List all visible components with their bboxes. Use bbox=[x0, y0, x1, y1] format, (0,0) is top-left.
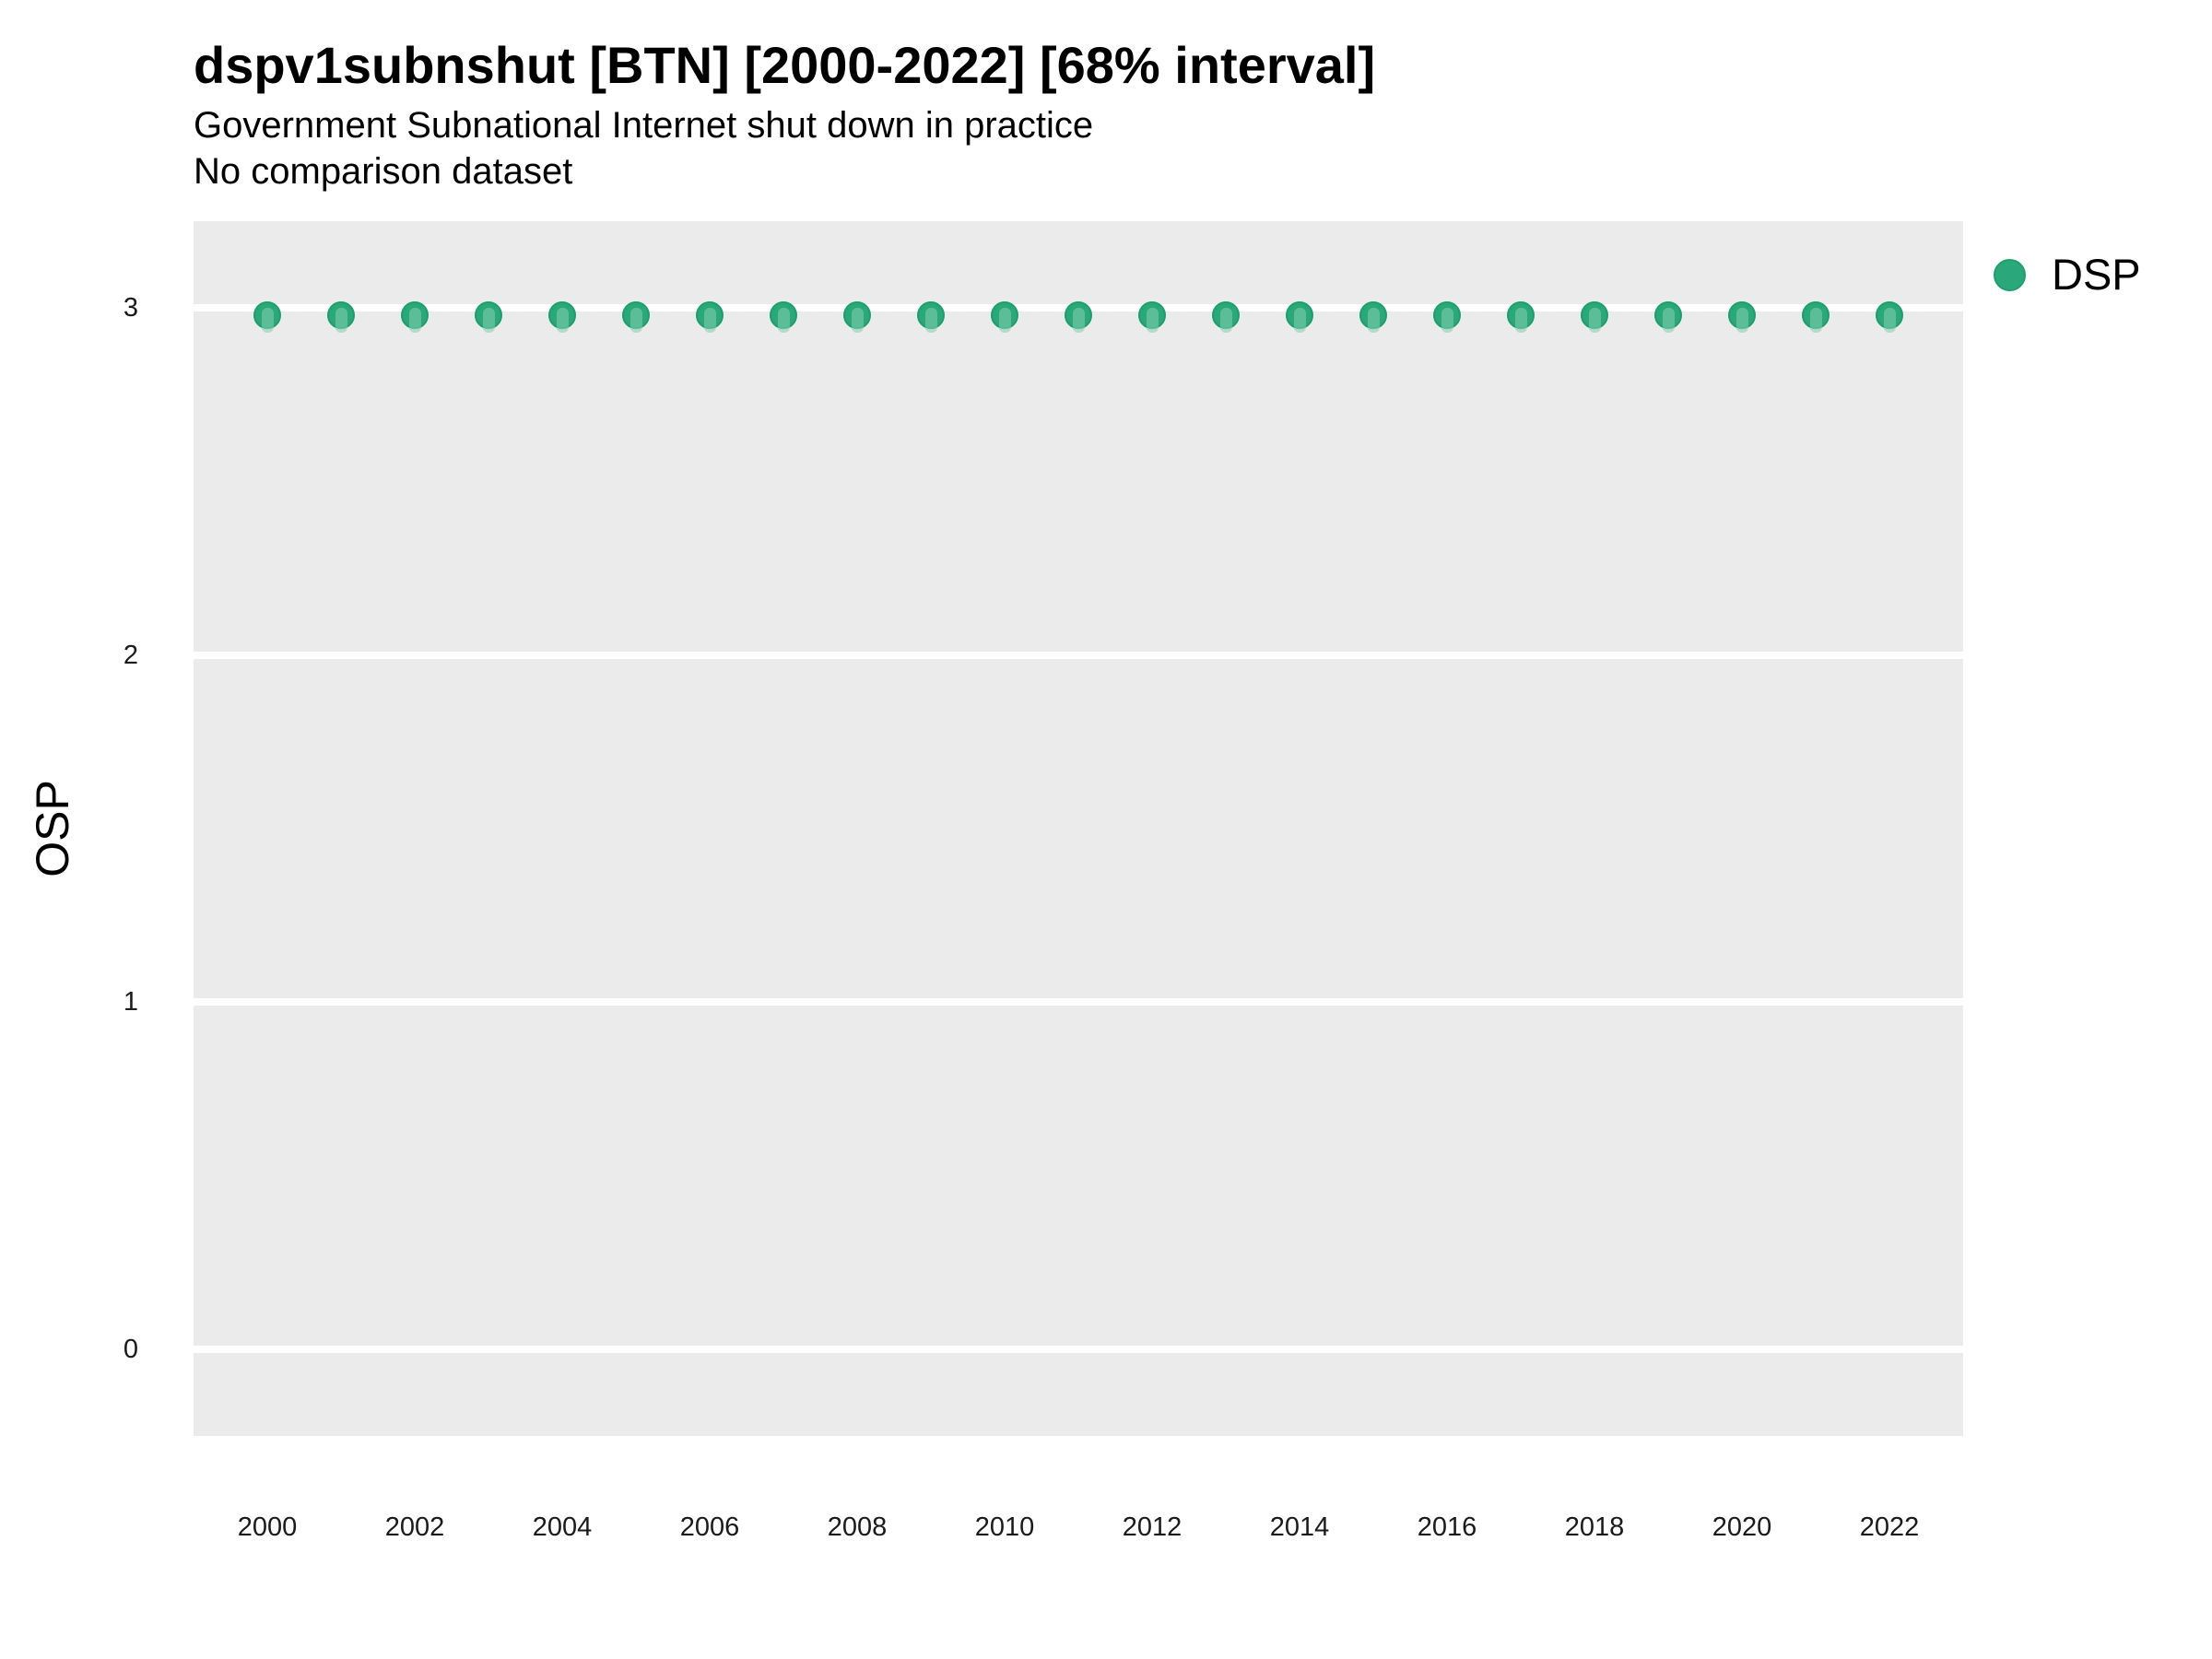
credible-interval-2004 bbox=[556, 308, 569, 333]
x-tick-label-2022: 2022 bbox=[1859, 1512, 1920, 1542]
x-tick-label-2018: 2018 bbox=[1564, 1512, 1625, 1542]
x-tick-label-2006: 2006 bbox=[679, 1512, 740, 1542]
credible-interval-2010 bbox=[998, 308, 1011, 333]
x-tick-label-2008: 2008 bbox=[827, 1512, 888, 1542]
credible-interval-2001 bbox=[335, 308, 347, 333]
credible-interval-2009 bbox=[924, 308, 937, 333]
chart-subtitle: Government Subnational Internet shut dow… bbox=[194, 105, 1094, 146]
x-tick-label-2002: 2002 bbox=[384, 1512, 445, 1542]
y-tick-label-1: 1 bbox=[123, 987, 138, 1018]
x-tick-label-2016: 2016 bbox=[1417, 1512, 1477, 1542]
legend-point-icon bbox=[1994, 258, 2026, 291]
x-tick-label-2004: 2004 bbox=[532, 1512, 593, 1542]
credible-interval-2015 bbox=[1367, 308, 1380, 333]
x-tick-label-2012: 2012 bbox=[1122, 1512, 1182, 1542]
legend: DSP bbox=[1994, 249, 2141, 300]
credible-interval-2006 bbox=[703, 308, 716, 333]
credible-interval-2002 bbox=[408, 308, 421, 333]
credible-interval-2000 bbox=[261, 308, 274, 333]
credible-interval-2013 bbox=[1219, 308, 1232, 333]
credible-interval-2003 bbox=[482, 308, 495, 333]
y-tick-label-0: 0 bbox=[123, 1334, 138, 1364]
credible-interval-2016 bbox=[1441, 308, 1453, 333]
legend-label: DSP bbox=[2052, 250, 2141, 299]
credible-interval-2008 bbox=[851, 308, 864, 333]
y-tick-label-2: 2 bbox=[123, 640, 138, 670]
credible-interval-2018 bbox=[1588, 308, 1601, 333]
credible-interval-2005 bbox=[629, 308, 642, 333]
credible-interval-2007 bbox=[777, 308, 790, 333]
plot-panel bbox=[194, 221, 1963, 1436]
credible-interval-2022 bbox=[1883, 308, 1896, 333]
chart-note: No comparison dataset bbox=[194, 151, 573, 192]
major-gridline-y2 bbox=[194, 651, 1963, 659]
major-gridline-y1 bbox=[194, 998, 1963, 1006]
credible-interval-2020 bbox=[1735, 308, 1748, 333]
credible-interval-2012 bbox=[1146, 308, 1159, 333]
x-tick-label-2020: 2020 bbox=[1712, 1512, 1772, 1542]
credible-interval-2011 bbox=[1072, 308, 1085, 333]
credible-interval-2019 bbox=[1662, 308, 1675, 333]
x-tick-label-2000: 2000 bbox=[237, 1512, 298, 1542]
major-gridline-y0 bbox=[194, 1345, 1963, 1353]
credible-interval-2017 bbox=[1514, 308, 1527, 333]
x-tick-label-2010: 2010 bbox=[974, 1512, 1035, 1542]
credible-interval-2021 bbox=[1809, 308, 1822, 333]
y-tick-label-3: 3 bbox=[123, 293, 138, 324]
y-axis-title: OSP bbox=[27, 780, 78, 877]
chart-title: dspv1subnshut [BTN] [2000-2022] [68% int… bbox=[194, 36, 1376, 94]
x-tick-label-2014: 2014 bbox=[1269, 1512, 1330, 1542]
credible-interval-2014 bbox=[1293, 308, 1306, 333]
